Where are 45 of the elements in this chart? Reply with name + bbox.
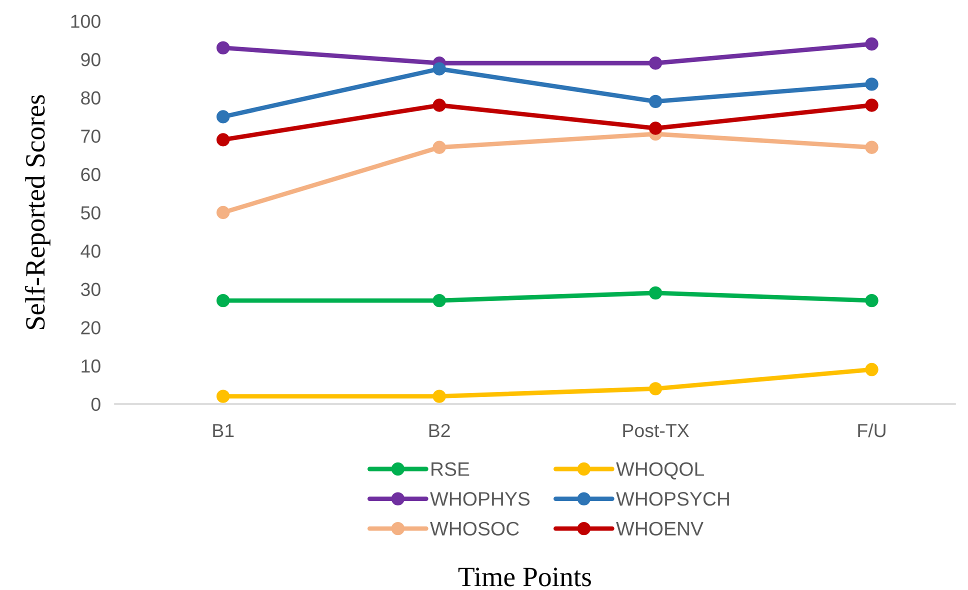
point bbox=[216, 206, 230, 220]
point bbox=[216, 41, 230, 54]
point bbox=[865, 140, 878, 154]
y-tick-label: 70 bbox=[81, 130, 100, 143]
point bbox=[648, 286, 662, 300]
point bbox=[216, 294, 230, 308]
point bbox=[648, 94, 662, 108]
legend-label: WHOQOL bbox=[616, 462, 704, 480]
point bbox=[432, 62, 446, 76]
point bbox=[865, 294, 878, 308]
point bbox=[865, 37, 878, 51]
y-tick-label: 0 bbox=[91, 398, 100, 411]
y-axis-title: Self-Reported Scores bbox=[24, 95, 50, 330]
point bbox=[216, 390, 230, 403]
point bbox=[216, 110, 230, 124]
point bbox=[432, 140, 446, 154]
legend-label: WHOSOC bbox=[430, 522, 519, 536]
x-tick-label: B2 bbox=[429, 424, 450, 438]
y-tick-label: 90 bbox=[81, 53, 100, 66]
legend-label: RSE bbox=[432, 462, 470, 476]
y-tick-label: 20 bbox=[81, 321, 100, 334]
y-tick-label: 60 bbox=[81, 168, 100, 182]
x-tick-label: B1 bbox=[213, 424, 234, 438]
point bbox=[648, 122, 662, 135]
point bbox=[432, 98, 446, 112]
point bbox=[648, 56, 662, 70]
y-tick-label: 100 bbox=[71, 14, 100, 28]
point bbox=[216, 133, 230, 146]
x-axis-title: Time Points bbox=[458, 568, 591, 586]
y-tick-label: 10 bbox=[82, 359, 100, 373]
y-tick-label: 30 bbox=[80, 282, 100, 296]
point bbox=[865, 362, 878, 376]
legend-label: WHOPHYS bbox=[430, 492, 530, 506]
point bbox=[865, 78, 878, 91]
point bbox=[865, 98, 878, 112]
point bbox=[432, 294, 446, 308]
legend-label: WHOPSYCH bbox=[616, 492, 729, 506]
x-tick-label: F/U bbox=[858, 423, 886, 438]
point bbox=[432, 390, 446, 403]
y-tick-label: 80 bbox=[81, 91, 100, 105]
x-tick-label: Post-TX bbox=[623, 424, 690, 438]
point bbox=[648, 382, 662, 396]
legend-label: WHOENV bbox=[616, 522, 704, 536]
y-tick-label: 40 bbox=[80, 244, 100, 258]
y-tick-label: 50 bbox=[81, 206, 100, 220]
